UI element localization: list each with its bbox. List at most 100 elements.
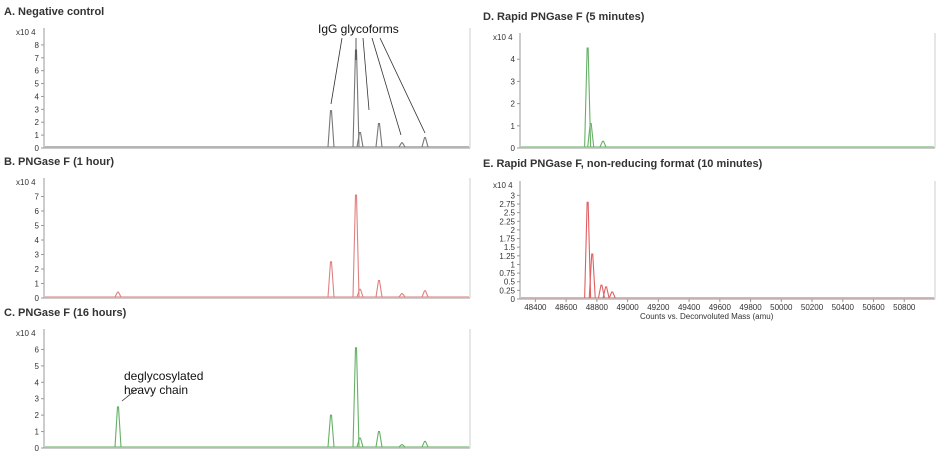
glycoform-pointer-line (379, 37, 426, 134)
panel-e-ytick-label: 0.5 (504, 278, 516, 287)
panel-c-peak (352, 347, 360, 448)
panel-e-ytick-label: 2.5 (504, 209, 516, 218)
panel-d-ytick-label: 2 (511, 100, 516, 109)
panel-c-ytick-label: 6 (35, 345, 40, 354)
panel-e-xtick-label: 49600 (709, 303, 732, 312)
panel-e-xtick-label: 49400 (678, 303, 701, 312)
panel-d-ytick-label: 0 (511, 144, 516, 153)
panel-e-peak (602, 286, 610, 299)
panel-e-xtick-label: 49200 (647, 303, 670, 312)
panel-b-ytick-label: 5 (35, 222, 40, 231)
panel-a-ytick-label: 3 (35, 105, 40, 114)
panel-c-ytick-label: 2 (35, 411, 40, 420)
panel-e-ytick-label: 3 (511, 191, 516, 200)
panel-e-ytick-label: 1.75 (499, 235, 515, 244)
deglycosylated-pointer-line (121, 387, 139, 402)
panel-a-ytick-label: 8 (35, 41, 40, 50)
panel-b-ytick-label: 6 (35, 207, 40, 216)
panel-a-ytick-label: 6 (35, 67, 40, 76)
panel-e-multiplier: x10 4 (493, 181, 513, 190)
panel-b-peak (398, 293, 406, 298)
panel-a-peak (327, 110, 335, 148)
panel-b-ytick-label: 3 (35, 251, 40, 260)
panel-a-ytick-label: 5 (35, 80, 40, 89)
panel-b-peak (352, 194, 360, 298)
panel-e-xtick-label: 48400 (524, 303, 547, 312)
panel-a-peak (352, 49, 360, 148)
panel-b-peak (375, 280, 383, 298)
panel-c-peak (421, 440, 429, 448)
panel-c-peak (375, 431, 383, 448)
panel-b-ytick-label: 2 (35, 265, 40, 274)
panel-d-peak (584, 47, 592, 148)
glycoform-pointer-line (371, 37, 402, 136)
panel-b-ytick-label: 1 (35, 280, 40, 289)
panel-a-ytick-label: 2 (35, 118, 40, 127)
panel-c-ytick-label: 4 (35, 378, 40, 387)
panel-c-ytick-label: 0 (35, 444, 40, 453)
x-axis-label: Counts vs. Deconvoluted Mass (amu) (640, 312, 774, 321)
panel-d-title: D. Rapid PNGase F (5 minutes) (483, 11, 645, 23)
panel-e-ytick-label: 2 (511, 226, 516, 235)
panel-a-ytick-label: 4 (35, 92, 40, 101)
panel-e-ytick-label: 0.25 (499, 286, 515, 295)
panel-e-ytick-label: 0 (511, 295, 516, 304)
panel-e-xtick-label: 50200 (801, 303, 824, 312)
panel-e-xtick-label: 48800 (586, 303, 609, 312)
panel-d-peak (587, 123, 595, 148)
panel-e-peak (608, 291, 616, 299)
panel-a-ytick-label: 7 (35, 54, 40, 63)
panel-e-ytick-label: 1 (511, 260, 516, 269)
panel-e-ytick-label: 1.25 (499, 252, 515, 261)
panel-e-xtick-label: 50600 (862, 303, 885, 312)
panel-a-ytick-label: 1 (35, 131, 40, 140)
panel-b-ytick-label: 0 (35, 294, 40, 303)
panel-e-title: E. Rapid PNGase F, non-reducing format (… (483, 158, 763, 170)
panel-a-peak (421, 137, 429, 148)
panel-b-ytick-label: 4 (35, 236, 40, 245)
panel-e-peak (584, 201, 592, 299)
panel-d-ytick-label: 1 (511, 122, 516, 131)
panel-e-ytick-label: 2.75 (499, 200, 515, 209)
panel-c-title: C. PNGase F (16 hours) (4, 307, 127, 319)
panel-a-ytick-label: 0 (35, 144, 40, 153)
panel-c-ytick-label: 5 (35, 362, 40, 371)
glycoform-pointer-line (362, 37, 370, 111)
panel-e-xtick-label: 50400 (832, 303, 855, 312)
panel-a-multiplier: x10 4 (16, 28, 36, 37)
panel-b-peak (327, 261, 335, 298)
panel-b-title: B. PNGase F (1 hour) (4, 156, 115, 168)
panel-e-xtick-label: 48600 (555, 303, 578, 312)
panel-c-ytick-label: 3 (35, 395, 40, 404)
panel-e-xtick-label: 50800 (893, 303, 916, 312)
panel-c-ytick-label: 1 (35, 428, 40, 437)
panel-a-peak (375, 122, 383, 148)
panel-e-peak (597, 284, 606, 299)
panel-b-ytick-label: 7 (35, 193, 40, 202)
panel-e-peak (588, 253, 596, 299)
glycoform-pointer-line (330, 37, 343, 105)
panel-e-xtick-label: 49000 (616, 303, 639, 312)
panel-c-peak (114, 406, 122, 448)
panel-a-title: A. Negative control (4, 6, 105, 18)
panel-c-multiplier: x10 4 (16, 329, 36, 338)
panel-b-peak (356, 288, 364, 298)
panel-d-ytick-label: 4 (511, 55, 516, 64)
panel-e-xtick-label: 50000 (770, 303, 793, 312)
panel-b-multiplier: x10 4 (16, 178, 36, 187)
panel-b-peak (421, 290, 429, 298)
panel-c-peak (356, 437, 364, 448)
panel-e-ytick-label: 1.5 (504, 243, 516, 252)
panel-b-peak (114, 291, 122, 298)
igg-glycoforms-label: IgG glycoforms (318, 22, 399, 36)
panel-d-multiplier: x10 4 (493, 33, 513, 42)
panel-a-peak (398, 142, 406, 148)
deglycosylated-label: deglycosylated heavy chain (124, 369, 204, 397)
panel-c-peak (398, 444, 406, 448)
panel-e-ytick-label: 2.25 (499, 217, 515, 226)
panel-a-peak (356, 131, 364, 148)
panel-c-peak (327, 414, 335, 448)
panel-e-ytick-label: 0.75 (499, 269, 515, 278)
panel-d-ytick-label: 3 (511, 77, 516, 86)
